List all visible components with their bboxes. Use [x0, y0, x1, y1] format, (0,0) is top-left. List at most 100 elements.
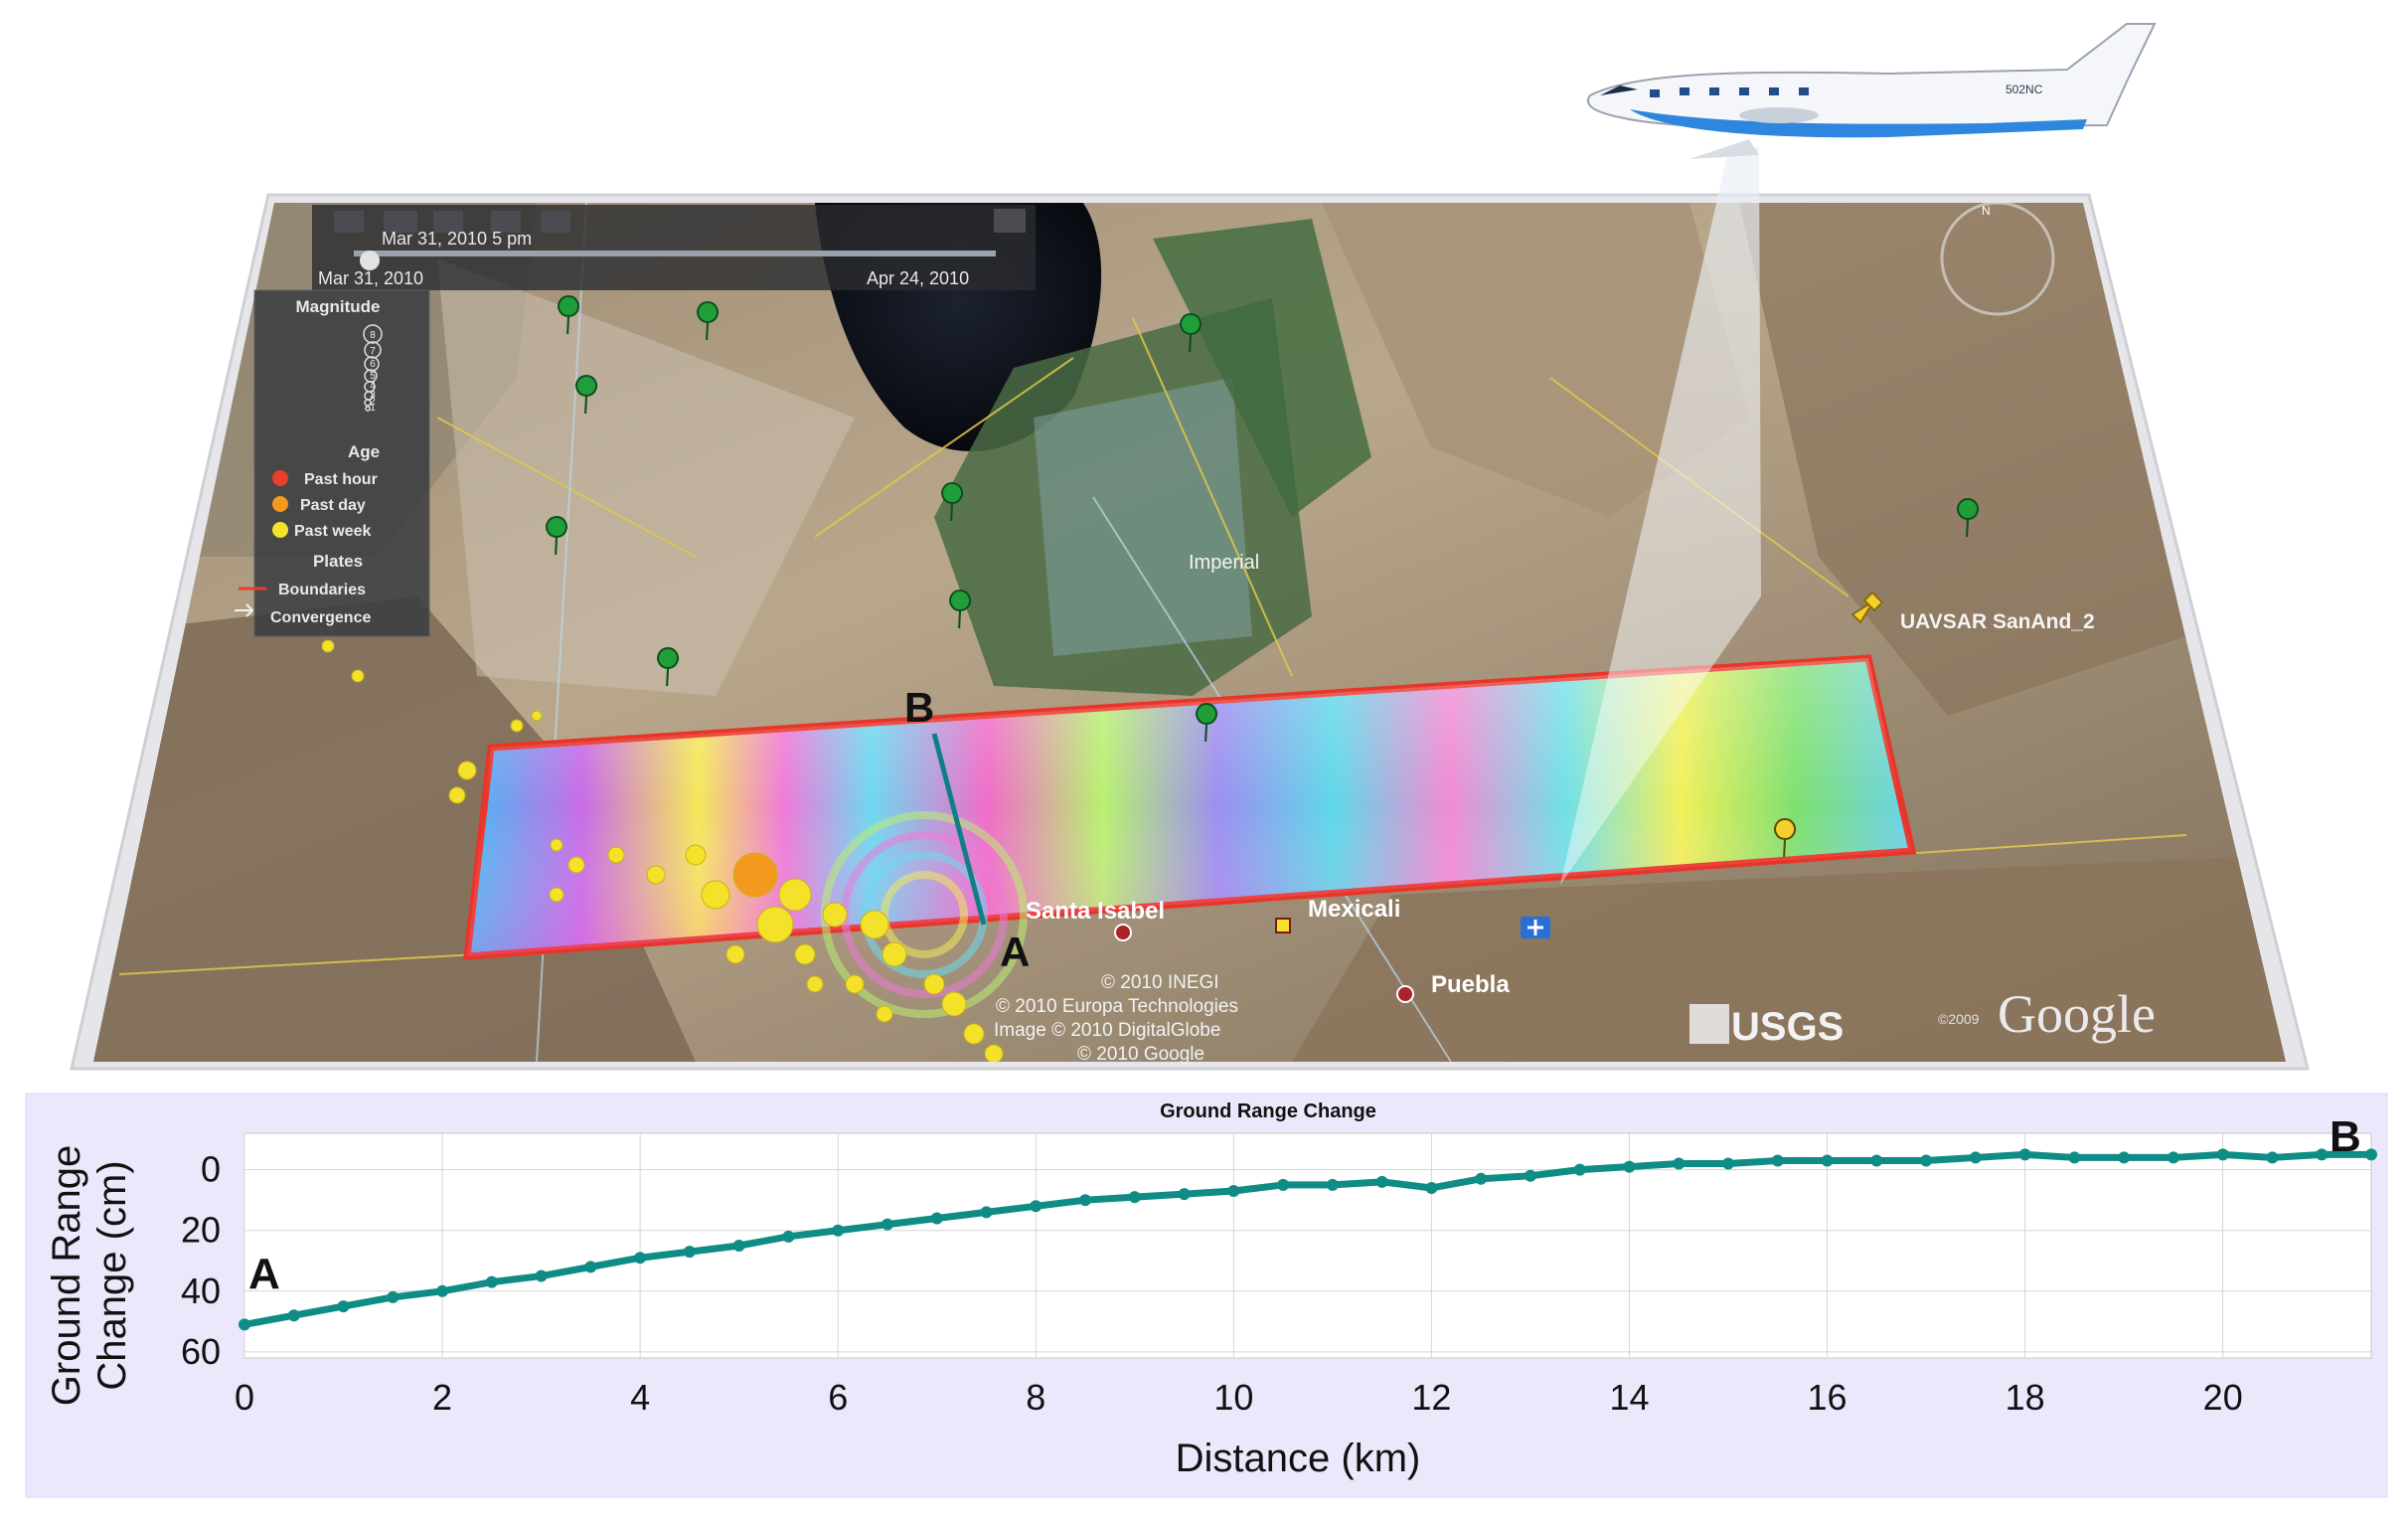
timeline-start: Mar 31, 2010	[318, 268, 423, 288]
data-point	[2167, 1151, 2179, 1164]
data-point	[1375, 1175, 1388, 1188]
usgs-logo: USGS	[1731, 1005, 1844, 1049]
data-point	[1870, 1154, 1883, 1167]
x-tick-label: 10	[1213, 1377, 1253, 1418]
label-uavsar: UAVSAR SanAnd_2	[1900, 610, 2095, 633]
data-point	[1920, 1154, 1933, 1167]
compass-letter: N	[1982, 204, 1991, 218]
x-tick-label: 12	[1411, 1377, 1451, 1418]
data-point	[1326, 1178, 1339, 1191]
attribution-line-2: © 2010 Europa Technologies	[996, 996, 1238, 1017]
data-point	[1821, 1154, 1834, 1167]
data-point	[1475, 1172, 1488, 1185]
legend-magnitude-title: Magnitude	[296, 297, 381, 316]
magnitude-value: 2	[370, 397, 376, 408]
y-tick-label: 40	[181, 1270, 221, 1311]
data-point	[1425, 1181, 1438, 1194]
data-point	[634, 1252, 647, 1265]
label-puebla: Puebla	[1431, 971, 1510, 998]
radar-beam	[1560, 147, 1761, 885]
attribution-line-3: Image © 2010 DigitalGlobe	[994, 1020, 1220, 1041]
magnitude-value: 5	[370, 371, 376, 382]
data-point	[1722, 1157, 1735, 1170]
legend-past-week: Past week	[294, 523, 371, 540]
timeline-current: Mar 31, 2010 5 pm	[382, 229, 532, 249]
data-point	[485, 1275, 498, 1288]
past-week-swatch	[272, 522, 288, 538]
label-santa-isabel: Santa Isabel	[1026, 898, 1165, 925]
past-day-swatch	[272, 496, 288, 512]
magnitude-value: 6	[370, 359, 376, 370]
plot-area	[243, 1132, 2372, 1359]
attribution-line-1: © 2010 INEGI	[1101, 972, 1219, 993]
data-point	[881, 1218, 893, 1231]
profile-line-ab	[931, 733, 987, 926]
timeline-slider-handle[interactable]	[360, 251, 380, 270]
imperial-valley-fields	[934, 219, 1371, 696]
data-point	[1623, 1160, 1636, 1173]
chart-title: Ground Range Change	[1160, 1100, 1376, 1122]
puebla-dot[interactable]	[1396, 985, 1414, 1003]
chart-label-a: A	[248, 1250, 280, 1298]
data-point	[2266, 1151, 2279, 1164]
x-tick-label: 4	[630, 1377, 650, 1418]
data-point	[1969, 1151, 1982, 1164]
data-point	[930, 1212, 943, 1225]
data-point	[1079, 1194, 1092, 1207]
data-point	[1178, 1188, 1191, 1201]
compass-icon[interactable]	[1940, 203, 2055, 316]
legend-convergence: Convergence	[270, 609, 371, 626]
data-point	[387, 1290, 400, 1303]
mexicali-marker[interactable]	[1275, 918, 1291, 933]
uavsar-pin[interactable]	[1850, 591, 1884, 624]
timeline-end: Apr 24, 2010	[867, 268, 969, 288]
magnitude-value: 4	[370, 381, 376, 392]
magnitude-value: 7	[370, 346, 376, 357]
data-point	[1030, 1200, 1043, 1213]
data-point	[436, 1284, 449, 1297]
uavsar-aircraft	[1586, 23, 2157, 159]
past-hour-swatch	[272, 470, 288, 486]
data-point	[2316, 1148, 2328, 1161]
data-point	[980, 1206, 993, 1219]
chart-label-b: B	[2329, 1112, 2361, 1161]
profile-series-line	[243, 1150, 2371, 1328]
attribution-line-4: © 2010 Google	[1077, 1044, 1204, 1065]
y-tick-label: 20	[181, 1210, 221, 1251]
santa-isabel-dot[interactable]	[1114, 924, 1132, 941]
data-point	[1128, 1191, 1141, 1204]
legend-past-hour: Past hour	[304, 471, 378, 488]
legend-past-day: Past day	[300, 497, 366, 514]
x-tick-label: 20	[2203, 1377, 2243, 1418]
data-point	[782, 1230, 795, 1243]
y-axis-label: Ground Range	[45, 1145, 88, 1406]
ground-range-chart[interactable]: 0 2 4 6 8 10 12 14 16 18 20 0 20 40 60 Ground Range Cha…	[45, 1100, 2377, 1480]
station-markers[interactable]	[546, 295, 1980, 743]
google-year: ©2009	[1938, 1011, 1980, 1027]
usgs-logo-mark	[1689, 1004, 1729, 1044]
data-point	[1673, 1157, 1686, 1170]
data-point	[287, 1309, 300, 1322]
data-point	[239, 1318, 250, 1331]
data-point	[1227, 1185, 1240, 1198]
timeline-control[interactable]	[312, 205, 1036, 290]
data-point	[1771, 1154, 1784, 1167]
data-point	[2216, 1148, 2229, 1161]
x-tick-label: 0	[235, 1377, 254, 1418]
magnitude-value: 8	[370, 330, 376, 341]
yellow-marker[interactable]	[1774, 818, 1797, 858]
data-point	[535, 1269, 548, 1282]
data-point	[2018, 1148, 2031, 1161]
data-point	[1573, 1163, 1586, 1176]
data-point	[2118, 1151, 2131, 1164]
label-imperial: Imperial	[1189, 552, 1259, 574]
y-tick-label: 60	[181, 1331, 221, 1372]
data-point	[337, 1300, 350, 1313]
magnitude-value: 1	[370, 403, 376, 414]
data-point	[1524, 1169, 1536, 1182]
data-point	[2365, 1148, 2377, 1161]
earthquake-cluster	[321, 639, 1004, 1062]
label-point-b: B	[904, 684, 934, 731]
x-axis-label: Distance (km)	[1176, 1437, 1421, 1480]
